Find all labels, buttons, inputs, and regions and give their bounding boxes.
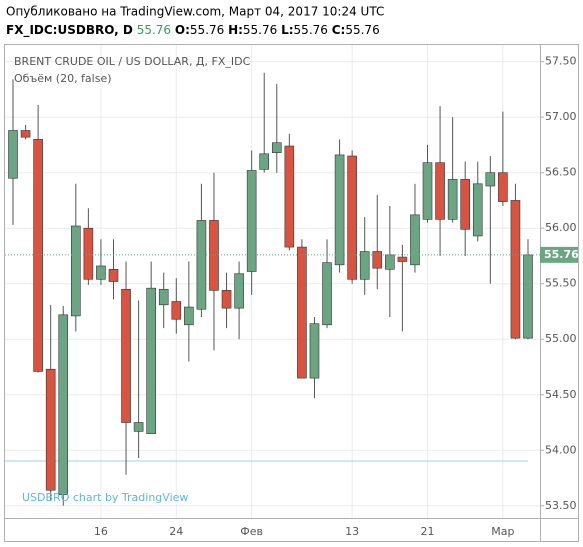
ohlc-value: 55.76 [294,23,328,37]
candle-body [45,368,56,491]
candle-body [523,254,533,339]
y-tick-label: 55.00 [545,332,577,345]
y-tick-label: 55.50 [545,277,577,290]
candle-body [498,172,508,202]
candle-body [460,179,470,230]
y-tick-label: 57.50 [545,55,577,68]
candle-body [447,179,458,220]
candle-body [271,142,282,154]
candles [8,72,533,506]
candle-body [309,323,320,379]
symbol: FX_IDC:USDBRO, D [6,23,133,38]
grid [5,45,540,518]
candle-body [58,314,69,495]
candle-body [472,183,483,237]
y-tick-label: 56.50 [545,166,577,179]
candle-body [397,256,408,262]
x-tick-label: Фев [240,525,263,538]
candle-body [108,268,119,282]
candle-body [71,225,81,317]
candle-body [133,422,144,432]
y-tick-label: 54.00 [545,443,577,456]
watermark: USDBRO chart by TradingView [22,491,188,504]
candle-body [284,145,295,248]
candle-body [209,220,219,291]
ohlc-label: L: [281,23,293,37]
ohlc-label: O: [175,23,190,37]
candle-body [8,130,18,179]
last-price-label: 55.76 [544,248,579,261]
candle-body [196,220,207,310]
candle-body [347,155,357,280]
x-tick-label: 21 [421,525,435,538]
candle-body [297,246,307,379]
ohlc-label: C: [332,23,346,37]
y-tick-label: 54.50 [545,388,577,401]
y-tick-label: 57.00 [545,110,577,123]
candle-body [234,273,244,309]
last-price-box [540,246,578,263]
candle-body [359,251,370,280]
candle-body [83,227,94,280]
ohlc-label: H: [228,23,243,37]
candle-body [435,162,445,220]
y-tick-label: 56.00 [545,221,577,234]
candle-body [385,254,395,270]
ohlc-value: 55.76 [345,23,379,37]
candle-body [372,251,383,269]
candle-body [510,200,521,339]
indicator-label: Объём (20, false) [14,72,112,85]
candle-body [158,288,169,306]
ohlc-value: 55.76 [243,23,277,37]
published-line: Опубликовано на TradingView.com, Март 04… [6,5,384,19]
header-line: FX_IDC:USDBRO, D 55.76 O:55.76 H:55.76 L… [6,23,380,38]
x-tick-label: 16 [94,525,108,538]
x-tick-label: 24 [169,525,183,538]
candle-body [121,288,131,423]
candle-body [422,162,433,220]
frame [4,44,579,542]
candle-body [259,153,270,170]
ohlc-value: 55.76 [190,23,224,37]
candle-body [33,139,43,372]
candle-body [334,154,345,266]
candle-body [322,262,332,326]
candle-body [20,130,31,138]
x-tick-label: 13 [345,525,359,538]
candle-body [221,290,232,309]
candle-body [246,170,257,272]
price: 55.76 [137,23,171,37]
y-tick-label: 53.50 [545,499,577,512]
chart-title: BRENT CRUDE OIL / US DOLLAR, Д, FX_IDC [14,55,251,68]
candle-body [184,306,194,326]
candle-body [410,214,420,266]
candle-body [171,301,182,320]
candle-body [146,287,156,434]
candle-body [96,265,106,280]
x-tick-label: Мар [491,525,514,538]
candle-body [485,172,496,187]
